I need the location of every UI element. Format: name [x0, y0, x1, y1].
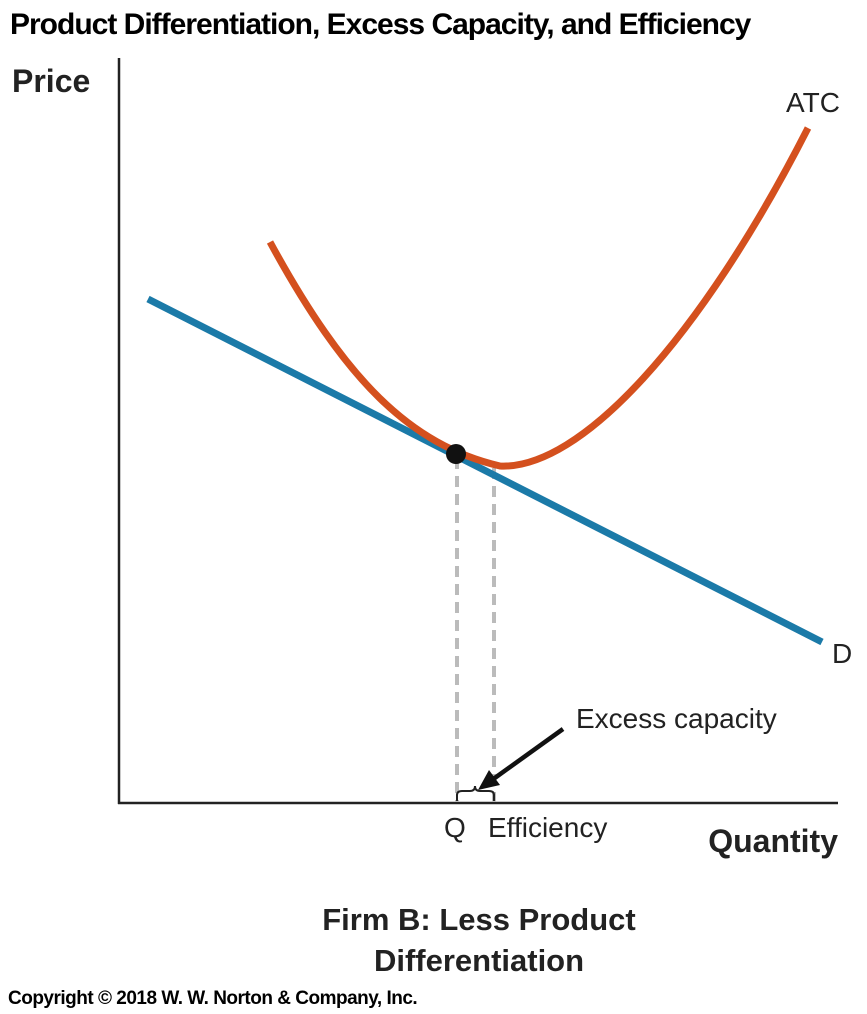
excess-capacity-label: Excess capacity	[576, 703, 777, 734]
atc-curve	[266, 126, 812, 470]
copyright: Copyright © 2018 W. W. Norton & Company,…	[8, 988, 417, 1009]
y-axis-label: Price	[12, 63, 90, 99]
x-axis-label: Quantity	[708, 823, 838, 859]
demand-label: D	[832, 638, 852, 669]
demand-curve	[146, 295, 824, 646]
subtitle-line-2: Differentiation	[374, 943, 584, 978]
tangency-point	[446, 444, 466, 464]
arrow-head-icon	[478, 770, 500, 790]
q-label: Q	[444, 812, 466, 843]
figure-title: Product Differentiation, Excess Capacity…	[10, 8, 752, 41]
efficiency-label: Efficiency	[488, 812, 607, 843]
subtitle-line-1: Firm B: Less Product	[322, 902, 636, 937]
atc-label: ATC	[786, 87, 840, 118]
excess-capacity-arrow	[490, 727, 565, 782]
excess-capacity-brace	[456, 785, 495, 801]
